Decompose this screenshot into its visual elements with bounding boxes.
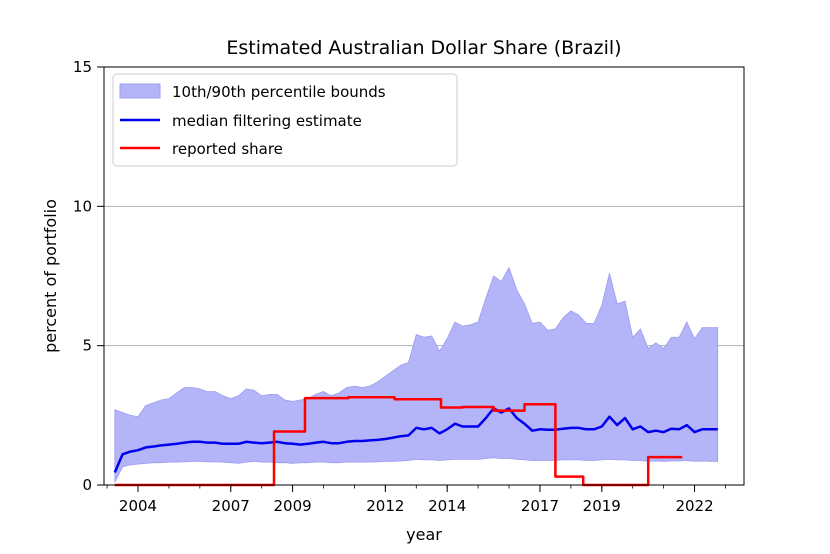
x-tick-label: 2012 bbox=[366, 497, 404, 515]
x-tick-label: 2022 bbox=[675, 497, 713, 515]
chart-title: Estimated Australian Dollar Share (Brazi… bbox=[226, 37, 621, 59]
y-axis: 0 5 10 15 bbox=[73, 58, 104, 494]
percentile-band-layer bbox=[114, 266, 719, 483]
legend-label-band: 10th/90th percentile bounds bbox=[172, 83, 386, 101]
median-estimate-line bbox=[113, 407, 718, 473]
legend: 10th/90th percentile bounds median filte… bbox=[112, 73, 458, 167]
legend-band-swatch bbox=[119, 83, 161, 99]
y-tick-label: 5 bbox=[82, 337, 92, 355]
x-axis: 2004 2007 2009 2012 2014 2017 2019 2022 bbox=[106, 485, 726, 515]
x-tick-label: 2019 bbox=[583, 497, 621, 515]
percentile-band bbox=[114, 266, 719, 483]
y-axis-label: percent of portfolio bbox=[41, 199, 60, 353]
y-tick-label: 15 bbox=[73, 58, 92, 76]
legend-box bbox=[112, 73, 458, 167]
y-tick-label: 10 bbox=[73, 197, 92, 215]
x-axis-label: year bbox=[406, 525, 442, 544]
x-tick-label: 2014 bbox=[428, 497, 466, 515]
y-tick-label: 0 bbox=[82, 476, 92, 494]
x-tick-label: 2009 bbox=[274, 497, 312, 515]
x-tick-label: 2004 bbox=[119, 497, 157, 515]
legend-label-median: median filtering estimate bbox=[172, 112, 362, 130]
series-layer bbox=[113, 395, 718, 487]
x-tick-label: 2017 bbox=[521, 497, 559, 515]
legend-label-reported: reported share bbox=[172, 140, 283, 158]
x-tick-label: 2007 bbox=[212, 497, 250, 515]
gridlines bbox=[104, 205, 744, 347]
plot-frame bbox=[103, 66, 745, 486]
reported-share-line bbox=[114, 395, 683, 487]
